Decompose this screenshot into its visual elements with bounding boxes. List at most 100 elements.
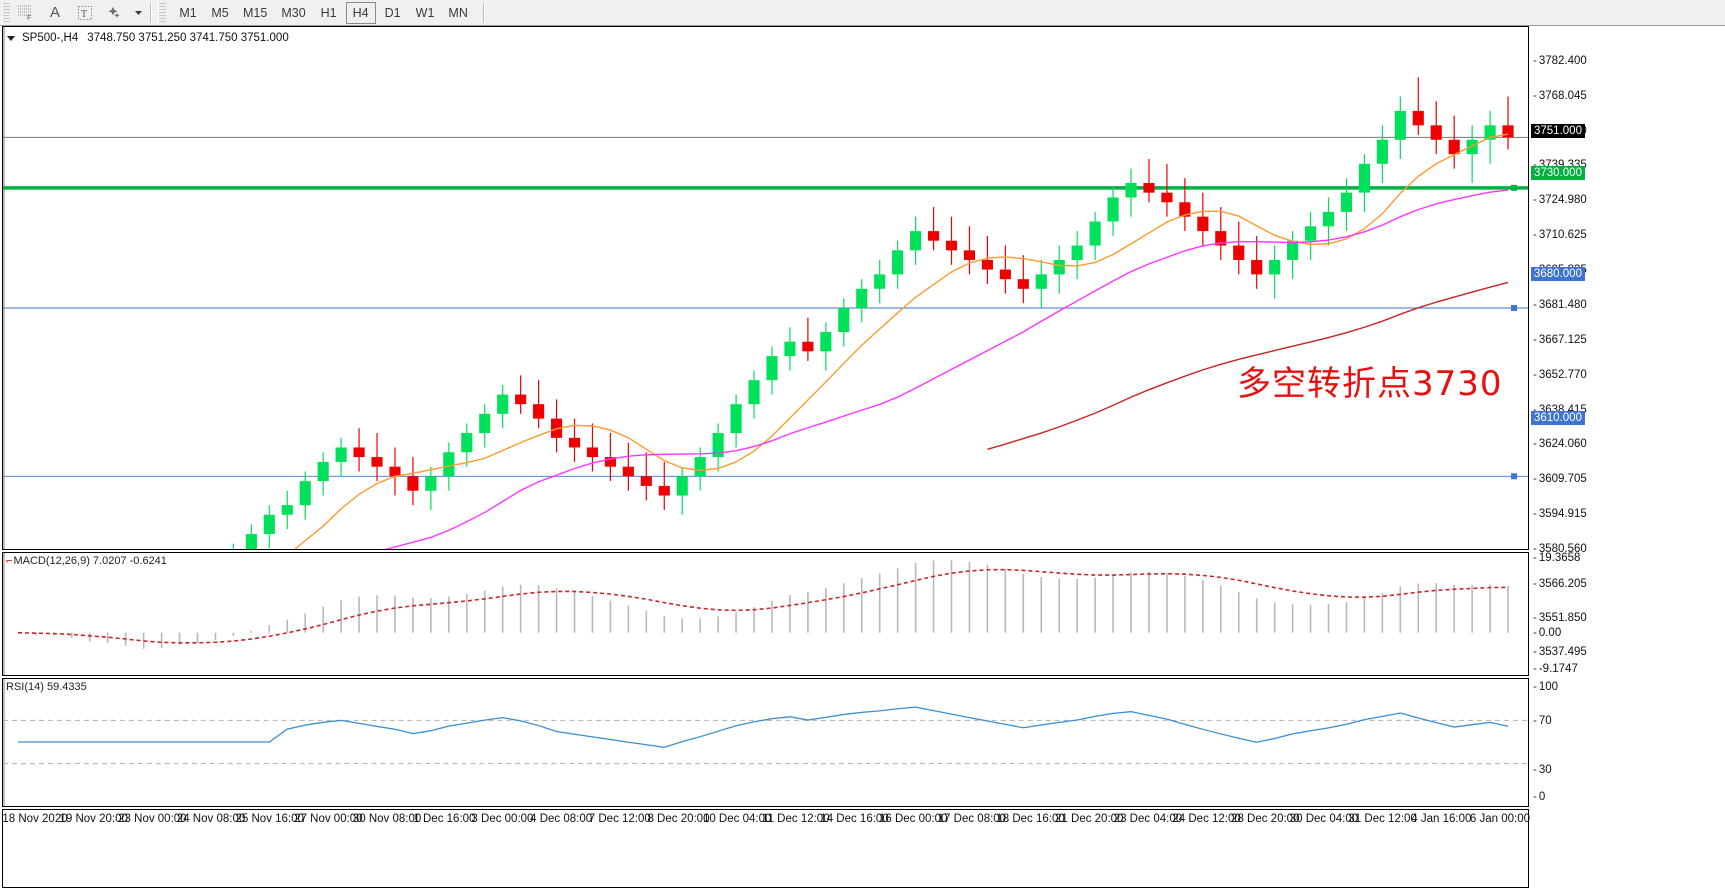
text-label-icon[interactable]: A xyxy=(49,4,60,21)
price-scale-tick: -3624.060 xyxy=(1533,438,1587,450)
price-scale-tick: -3724.980 xyxy=(1533,194,1587,206)
price-scale-tick: -3594.915 xyxy=(1533,508,1587,520)
price-panel-grip[interactable] xyxy=(3,27,5,549)
symbol-ohlc: 3748.750 3751.250 3741.750 3751.000 xyxy=(87,32,289,44)
price-level-handle xyxy=(1511,473,1518,480)
toolbar-divider xyxy=(150,2,152,23)
price-scale-tick: -3681.480 xyxy=(1533,299,1587,311)
ma-mid-line xyxy=(383,189,1509,549)
level-3730-badge[interactable]: 3730.000 xyxy=(1531,166,1585,180)
rsi-plot xyxy=(3,706,1528,765)
time-axis-label: 6 Jan 00:00 xyxy=(1469,813,1531,825)
price-scale-tick: -3580.560 xyxy=(1533,543,1587,555)
rsi-label: RSI(14) 59.4335 xyxy=(6,681,87,693)
time-axis-label: 28 Dec 20:00 xyxy=(1231,813,1300,825)
price-level-handle xyxy=(1511,305,1518,312)
time-axis-label: 24 Dec 12:00 xyxy=(1172,813,1241,825)
crosshair-fib-icon[interactable]: F xyxy=(10,1,40,25)
macd-scale-tick: -19.3658 xyxy=(1533,552,1581,564)
toolbar: F A T M1 M5 M15 M30 H1 H4 D1 W1 MN xyxy=(0,0,1725,26)
price-scale-tick: -3782.400 xyxy=(1533,55,1587,67)
price-scale-tick: -3566.205 xyxy=(1533,578,1587,590)
rsi-scale-tick: -70 xyxy=(1533,715,1552,727)
ma-fast-line xyxy=(294,133,1509,549)
rsi-panel[interactable]: RSI(14) 59.4335 xyxy=(2,678,1529,807)
time-axis-label: 25 Nov 16:00 xyxy=(235,813,304,825)
timeframe-button-m15[interactable]: M15 xyxy=(243,5,268,20)
macd-histogram xyxy=(35,560,1509,649)
rsi-scale-tick: -100 xyxy=(1533,681,1559,693)
time-axis-label: 3 Dec 00:00 xyxy=(471,813,534,825)
rsi-line xyxy=(17,706,1509,748)
time-axis-label: 14 Dec 16:00 xyxy=(820,813,889,825)
time-axis-label: 24 Nov 08:00 xyxy=(176,813,246,825)
timeframe-button-h4[interactable]: H4 xyxy=(345,1,376,24)
timeframe-button-mn[interactable]: MN xyxy=(448,5,468,20)
time-axis-label: 27 Nov 00:00 xyxy=(294,813,363,825)
rsi-panel-grip[interactable] xyxy=(3,679,5,806)
macd-marker-icon: ⌐ xyxy=(6,555,13,567)
timeframe-button-group: M1 M5 M15 M30 H1 H4 D1 W1 MN xyxy=(172,1,475,24)
chart-area: SP500-,H4 3748.750 3751.250 3741.750 375… xyxy=(0,26,1725,888)
symbol-dropdown-icon[interactable] xyxy=(7,35,15,41)
time-axis-label: 10 Dec 04:00 xyxy=(702,813,772,825)
svg-text:T: T xyxy=(81,9,87,20)
toolbar-divider-2 xyxy=(482,2,485,23)
time-axis-label: 8 Dec 20:00 xyxy=(647,813,710,825)
time-axis-label: 23 Dec 04:00 xyxy=(1113,813,1183,825)
time-axis-label: 18 Nov 2020 xyxy=(2,813,68,825)
symbol-info-row: SP500-,H4 3748.750 3751.250 3741.750 375… xyxy=(7,32,289,44)
price-scale-main[interactable]: -3782.400-3768.045-3753.690-3739.335-372… xyxy=(1529,26,1725,658)
macd-signal-line xyxy=(17,568,1509,644)
timeframe-button-d1[interactable]: D1 xyxy=(384,5,401,20)
timeframe-button-m5[interactable]: M5 xyxy=(211,5,229,20)
price-panel[interactable]: SP500-,H4 3748.750 3751.250 3741.750 375… xyxy=(2,26,1529,550)
macd-scale-tick: - -9.1747 xyxy=(1533,663,1578,675)
price-scale-tick: -3768.045 xyxy=(1533,90,1587,102)
timeframe-button-m1[interactable]: M1 xyxy=(179,5,197,20)
price-level-handle xyxy=(1511,184,1518,191)
chevron-down-icon[interactable] xyxy=(130,1,146,25)
time-axis-label: 7 Dec 12:00 xyxy=(588,813,651,825)
price-scale-tick: -3710.625 xyxy=(1533,229,1587,241)
price-scale-tick: -3537.495 xyxy=(1533,646,1587,658)
time-axis-label: 4 Jan 16:00 xyxy=(1411,813,1472,825)
price-scale[interactable]: -3782.400-3768.045-3753.690-3739.335-372… xyxy=(1529,26,1725,888)
time-axis-label: 4 Dec 08:00 xyxy=(530,813,593,825)
time-axis-label: 31 Dec 12:00 xyxy=(1348,813,1417,825)
time-axis-label: 19 Nov 20:00 xyxy=(59,813,128,825)
candlestick-series xyxy=(232,77,1514,549)
price-scale-rsi[interactable]: -100 -70 -30 -0 xyxy=(1529,678,1725,807)
timeframe-grip[interactable] xyxy=(158,2,166,23)
time-axis-label: 23 Nov 00:00 xyxy=(118,813,187,825)
price-scale-tick: -3667.125 xyxy=(1533,334,1587,346)
time-axis[interactable]: 18 Nov 2020 19 Nov 20:00 23 Nov 00:00 24 No… xyxy=(2,809,1531,888)
svg-text:F: F xyxy=(27,15,31,21)
level-3680-badge[interactable]: 3680.000 xyxy=(1531,267,1585,281)
time-axis-label: 17 Dec 08:00 xyxy=(937,813,1007,825)
symbol-name: SP500-,H4 xyxy=(22,32,79,44)
level-3610-badge[interactable]: 3610.000 xyxy=(1531,411,1585,425)
text-box-icon[interactable]: T xyxy=(70,1,100,25)
toolbar-grip[interactable] xyxy=(2,2,10,23)
macd-label: ⌐MACD(12,26,9) 7.0207 -0.6241 xyxy=(6,555,167,567)
timeframe-button-h1[interactable]: H1 xyxy=(320,5,337,20)
timeframe-button-m30[interactable]: M30 xyxy=(281,5,306,20)
timeframe-button-w1[interactable]: W1 xyxy=(415,5,435,20)
current-price-badge[interactable]: 3751.000 xyxy=(1531,124,1585,138)
price-plot xyxy=(3,77,1528,549)
time-axis-label: 30 Dec 04:00 xyxy=(1289,813,1359,825)
time-axis-label: 21 Dec 20:00 xyxy=(1055,813,1124,825)
rsi-scale-tick: -0 xyxy=(1533,791,1546,803)
time-axis-label: 16 Dec 00:00 xyxy=(878,813,948,825)
ma-slow-line xyxy=(987,281,1509,450)
chart-annotation: 多空转折点3730 xyxy=(1237,364,1503,404)
price-scale-macd[interactable]: -19.3658 -0.00 - -9.1747 xyxy=(1529,552,1725,676)
time-axis-label: 18 Dec 16:00 xyxy=(996,813,1065,825)
macd-scale-tick: -0.00 xyxy=(1533,627,1562,639)
macd-panel-grip[interactable] xyxy=(3,553,5,675)
rsi-scale-tick: -30 xyxy=(1533,764,1552,776)
macd-panel[interactable]: ⌐MACD(12,26,9) 7.0207 -0.6241 xyxy=(2,552,1529,676)
objects-icon[interactable] xyxy=(100,1,130,25)
